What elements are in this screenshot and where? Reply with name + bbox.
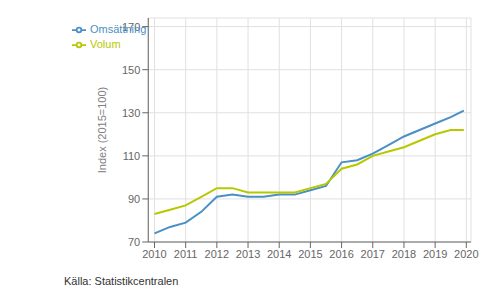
svg-text:2010: 2010: [142, 248, 166, 260]
svg-text:2012: 2012: [205, 248, 229, 260]
svg-text:2015: 2015: [298, 248, 322, 260]
svg-text:170: 170: [122, 21, 140, 33]
svg-text:2011: 2011: [174, 248, 198, 260]
svg-text:2017: 2017: [361, 248, 385, 260]
svg-text:70: 70: [128, 236, 140, 248]
svg-text:130: 130: [122, 107, 140, 119]
svg-text:2019: 2019: [423, 248, 447, 260]
svg-text:90: 90: [128, 193, 140, 205]
svg-text:150: 150: [122, 64, 140, 76]
svg-text:Index (2015=100): Index (2015=100): [96, 87, 108, 174]
svg-text:2013: 2013: [236, 248, 260, 260]
svg-text:2020: 2020: [454, 248, 478, 260]
svg-text:2016: 2016: [329, 248, 353, 260]
svg-text:2014: 2014: [267, 248, 291, 260]
svg-text:2018: 2018: [392, 248, 416, 260]
svg-text:110: 110: [123, 150, 141, 162]
